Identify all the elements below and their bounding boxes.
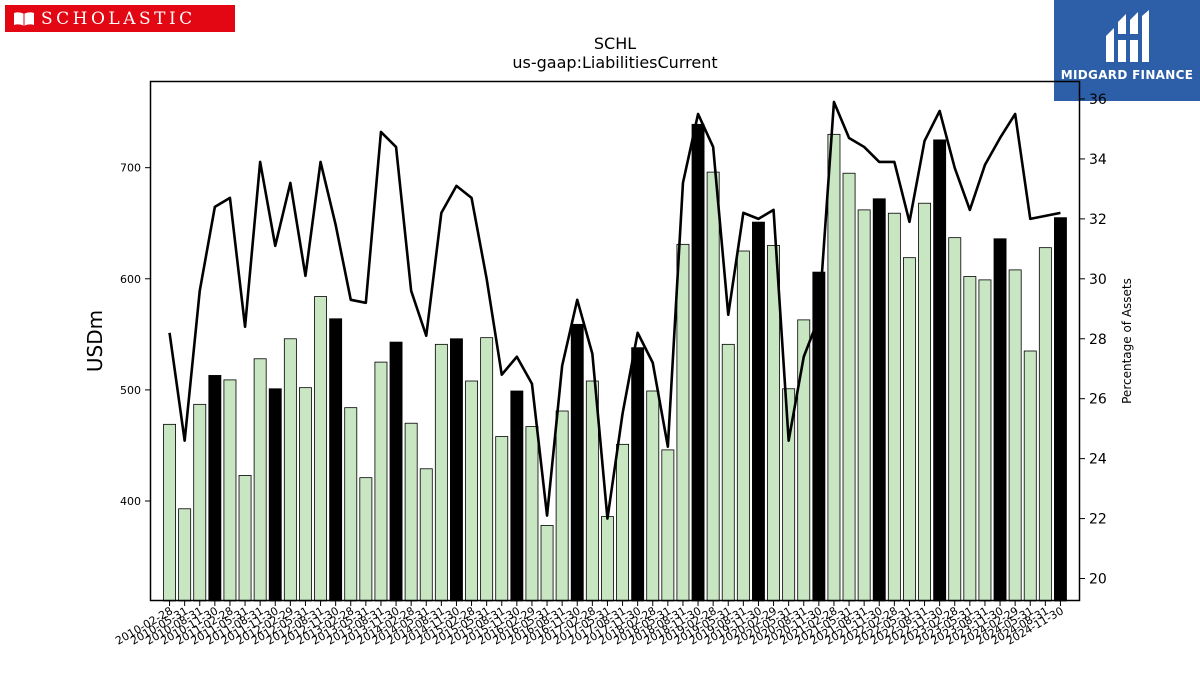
y2-tick-label: 32 <box>1089 212 1107 228</box>
bar-2019-11-30 <box>752 222 764 601</box>
bar-2011-05-31 <box>239 475 251 601</box>
bar-2014-02-28 <box>405 423 417 601</box>
bar-2013-08-31 <box>375 362 387 601</box>
bar-2024-05-31 <box>1024 351 1036 601</box>
bar-2021-05-31 <box>843 173 855 601</box>
bar-2022-02-28 <box>888 213 900 601</box>
bar-2017-11-30 <box>632 348 644 601</box>
bar-2010-02-28 <box>164 424 176 601</box>
y2-tick-label: 26 <box>1089 392 1107 408</box>
bar-2017-05-31 <box>601 517 613 601</box>
y2-tick-label: 20 <box>1089 572 1107 588</box>
bar-2016-05-31 <box>541 525 553 601</box>
bar-2023-02-28 <box>949 238 961 601</box>
bar-2013-02-28 <box>345 408 357 601</box>
bar-2012-05-31 <box>299 388 311 601</box>
bar-2021-02-28 <box>828 134 840 601</box>
bar-2015-02-28 <box>466 381 478 601</box>
bar-2013-11-30 <box>390 342 402 601</box>
y-tick-label: 600 <box>120 273 141 286</box>
bar-2018-02-28 <box>647 391 659 601</box>
bar-2024-11-30 <box>1054 218 1066 601</box>
bar-2011-08-31 <box>254 359 266 601</box>
bar-2020-02-29 <box>768 245 780 601</box>
bar-2014-11-30 <box>450 339 462 601</box>
y2-tick-label: 22 <box>1089 512 1107 528</box>
y-tick-label: 500 <box>120 384 141 397</box>
bar-2018-08-31 <box>677 244 689 601</box>
bar-2017-08-31 <box>617 444 629 601</box>
bar-2012-08-31 <box>315 297 327 601</box>
bar-2023-11-30 <box>994 239 1006 601</box>
bar-2014-08-31 <box>435 344 447 601</box>
bar-2018-05-31 <box>662 450 674 601</box>
bar-2022-08-31 <box>919 203 931 601</box>
bar-2023-08-31 <box>979 280 991 601</box>
bar-2016-08-31 <box>556 411 568 601</box>
chart-title: SCHL <box>594 34 636 53</box>
bar-2015-11-30 <box>511 391 523 601</box>
bar-2021-08-31 <box>858 210 870 601</box>
y2-tick-label: 36 <box>1089 92 1107 108</box>
bar-2015-08-31 <box>496 437 508 601</box>
bar-2022-05-31 <box>903 258 915 601</box>
bar-2013-05-31 <box>360 478 372 601</box>
bar-2015-05-31 <box>481 338 493 601</box>
y2-tick-label: 34 <box>1089 152 1107 168</box>
y2-tick-label: 24 <box>1089 452 1107 468</box>
y2-tick-label: 30 <box>1089 272 1107 288</box>
bar-2010-08-31 <box>194 404 206 601</box>
y2-tick-label: 28 <box>1089 332 1107 348</box>
bar-2012-02-29 <box>284 339 296 601</box>
bar-2010-11-30 <box>209 375 221 601</box>
bar-2018-11-30 <box>692 124 704 601</box>
y-tick-label: 700 <box>120 162 141 175</box>
bar-2024-02-29 <box>1009 270 1021 601</box>
y-tick-label: 400 <box>120 495 141 508</box>
bar-2021-11-30 <box>873 199 885 601</box>
bar-2024-08-31 <box>1039 248 1051 601</box>
bar-2020-11-30 <box>813 272 825 601</box>
bar-2010-05-31 <box>179 509 191 601</box>
y-axis-label: USDm <box>83 310 107 372</box>
bar-2019-05-31 <box>722 344 734 601</box>
bar-2023-05-31 <box>964 277 976 601</box>
bar-2019-02-28 <box>707 172 719 601</box>
chart-subtitle: us-gaap:LiabilitiesCurrent <box>512 53 717 72</box>
y2-axis-label: Percentage of Assets <box>1120 278 1134 404</box>
bar-2012-11-30 <box>330 319 342 601</box>
bar-2019-08-31 <box>737 251 749 601</box>
bar-2014-05-31 <box>420 469 432 601</box>
bar-2022-11-30 <box>934 140 946 601</box>
bar-2011-11-30 <box>269 389 281 601</box>
bar-2016-11-30 <box>571 324 583 601</box>
bar-2011-02-28 <box>224 380 236 601</box>
bar-2016-02-29 <box>526 427 538 601</box>
